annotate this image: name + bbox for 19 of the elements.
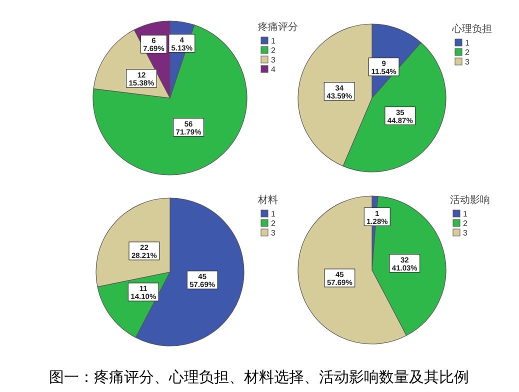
legend-label: 2 [271,219,276,228]
legend-title: 活动影响 [450,194,490,206]
pie-slice [92,24,248,176]
legend-label: 1 [271,36,276,46]
legend-label: 3 [271,56,276,64]
legend-label: 2 [271,46,276,55]
text: 图一：疼痛评分、心理负担、材料选择、活动影响数量及其比例 [49,368,469,386]
legend-label: 1 [463,210,468,218]
legend-title: 心理负担 [451,23,492,35]
legend-label: 3 [465,58,470,66]
legend-label: 3 [271,228,276,238]
legend-label: 4 [271,65,276,74]
legend-label: 3 [463,228,468,238]
legend-label: 2 [465,48,470,57]
legend-title: 疼痛评分 [258,21,298,33]
legend-label: 1 [465,38,470,48]
legend-label: 2 [463,219,468,228]
legend-title: 材料 [257,194,278,206]
legend-label: 1 [271,210,276,218]
